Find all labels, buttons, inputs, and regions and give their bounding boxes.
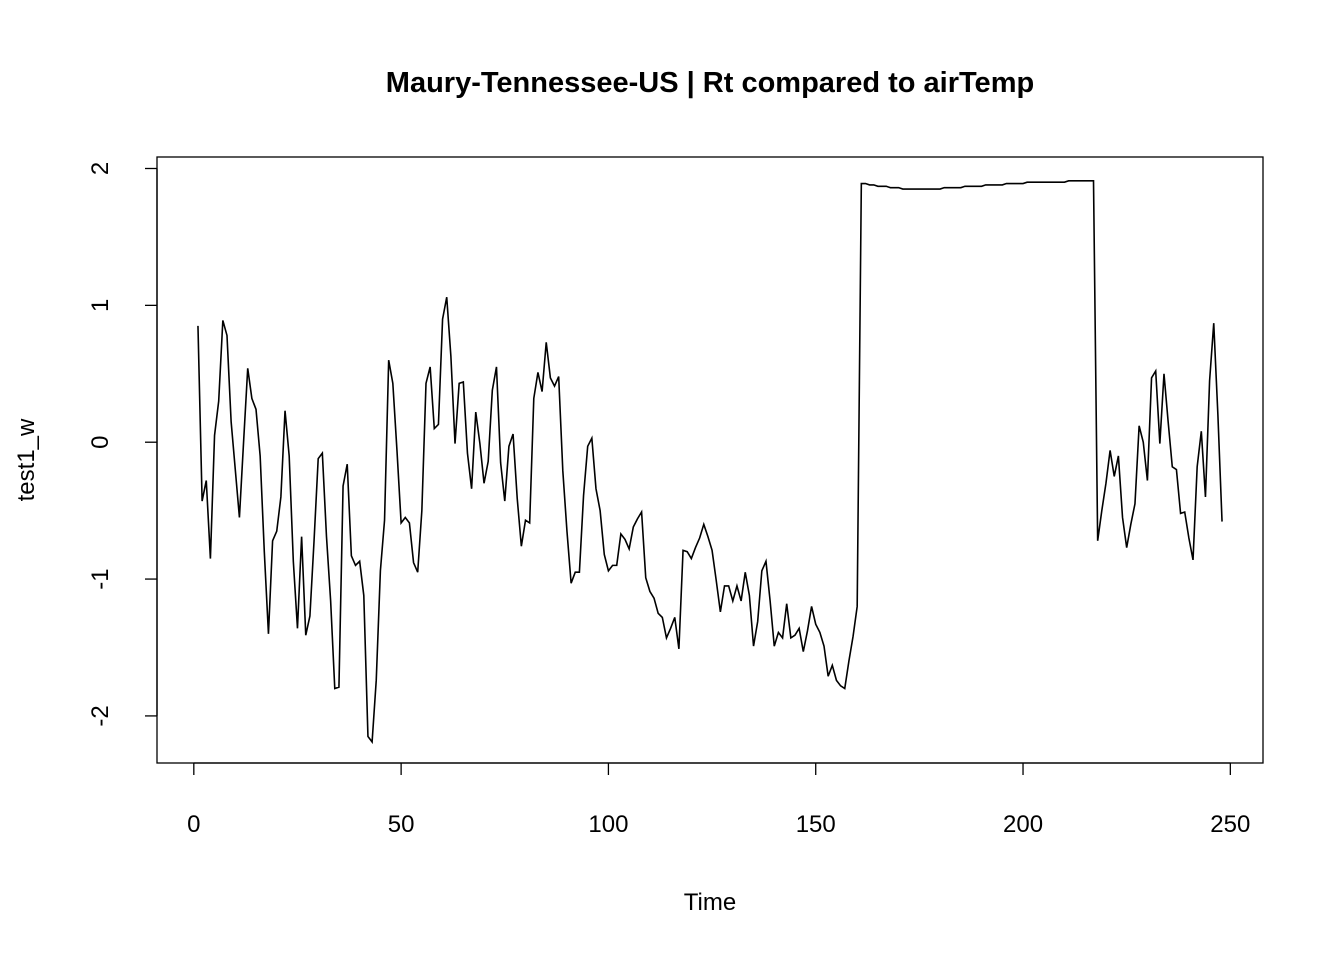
y-tick-label: 0: [87, 436, 114, 449]
y-tick-label: -1: [87, 568, 114, 589]
x-tick-label: 250: [1210, 811, 1250, 838]
chart-title: Maury-Tennessee-US | Rt compared to airT…: [386, 67, 1034, 99]
x-axis-label: Time: [684, 889, 736, 916]
x-tick-label: 100: [588, 811, 628, 838]
y-axis-label: test1_w: [13, 418, 40, 501]
y-tick-label: 2: [87, 162, 114, 175]
y-tick-label: -2: [87, 705, 114, 726]
x-tick-label: 0: [187, 811, 200, 838]
x-tick-label: 200: [1003, 811, 1043, 838]
y-tick-label: 1: [87, 299, 114, 312]
series-line: [197, 180, 1223, 745]
x-tick-label: 150: [796, 811, 836, 838]
x-tick-label: 50: [388, 811, 415, 838]
